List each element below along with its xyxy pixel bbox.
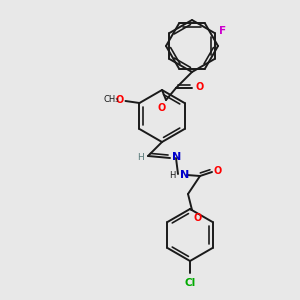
Text: O: O <box>214 166 222 176</box>
Text: H: H <box>138 152 144 161</box>
Text: O: O <box>193 213 201 223</box>
Text: O: O <box>195 82 203 92</box>
Text: F: F <box>218 26 226 36</box>
Text: N: N <box>172 152 181 162</box>
Text: CH₃: CH₃ <box>104 95 119 104</box>
Text: Cl: Cl <box>184 278 196 288</box>
Text: N: N <box>180 170 189 180</box>
Text: O: O <box>115 95 124 105</box>
Text: O: O <box>158 103 166 113</box>
Text: H: H <box>169 170 175 179</box>
